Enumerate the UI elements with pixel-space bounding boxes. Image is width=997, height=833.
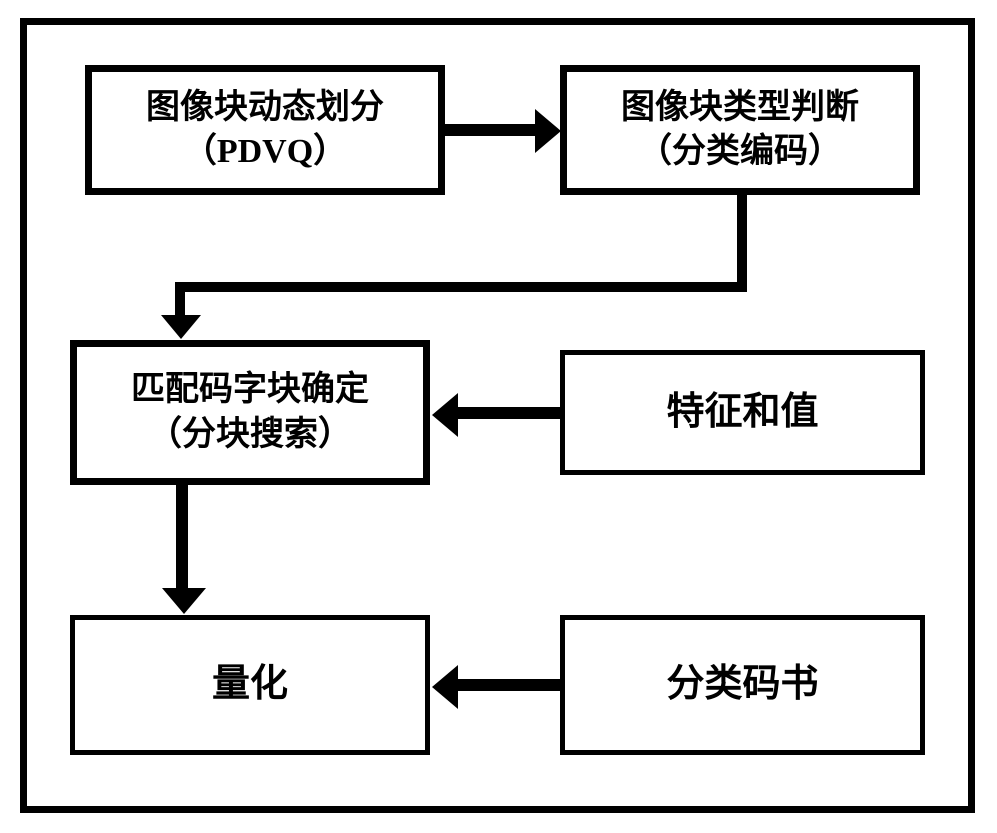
arrow-line <box>175 282 747 292</box>
node-line2: （PDVQ） <box>183 130 347 174</box>
arrow-head <box>432 393 458 437</box>
arrow-line <box>737 195 747 290</box>
flowchart-node: 图像块动态划分（PDVQ） <box>85 65 445 195</box>
flowchart-node: 量化 <box>70 615 430 755</box>
arrow-line <box>175 282 185 317</box>
node-line1: 匹配码字块确定 <box>131 368 369 412</box>
node-line1: 特征和值 <box>666 388 818 437</box>
arrow-line <box>176 485 188 590</box>
arrow-head <box>161 315 201 339</box>
arrow-line <box>455 407 560 419</box>
arrow-head <box>162 588 206 614</box>
node-line2: （分类编码） <box>638 130 842 174</box>
arrow-head <box>432 665 458 709</box>
node-line1: 分类码书 <box>666 660 818 709</box>
flowchart-node: 特征和值 <box>560 350 925 475</box>
node-line1: 量化 <box>212 660 288 709</box>
flowchart-node: 匹配码字块确定（分块搜索） <box>70 340 430 485</box>
node-line1: 图像块动态划分 <box>146 86 384 130</box>
node-line2: （分块搜索） <box>148 413 352 457</box>
flowchart-node: 分类码书 <box>560 615 925 755</box>
flowchart-node: 图像块类型判断（分类编码） <box>560 65 920 195</box>
arrow-line <box>455 679 560 691</box>
arrow-head <box>535 109 561 153</box>
arrow-line <box>445 124 535 136</box>
node-line1: 图像块类型判断 <box>621 86 859 130</box>
